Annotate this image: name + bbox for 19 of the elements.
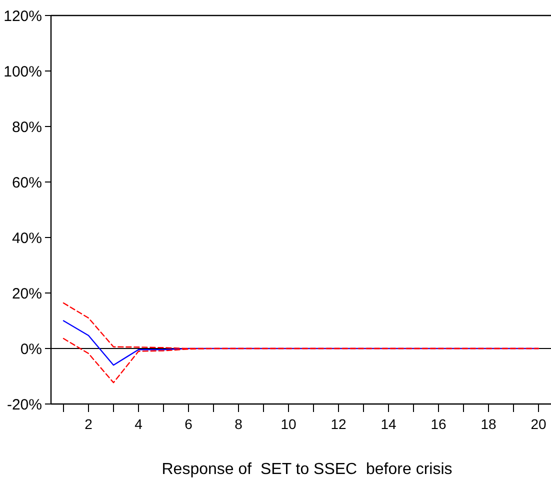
y-tick-label: 80%	[12, 118, 42, 136]
y-tick-label: 0%	[20, 340, 42, 358]
y-tick-label: 40%	[12, 230, 42, 247]
y-tick-label: 120%	[4, 8, 42, 25]
x-tick-label: 20	[530, 416, 546, 432]
x-tick-label: 12	[330, 416, 346, 432]
x-tick-label: 2	[84, 416, 93, 432]
x-tick-label: 18	[480, 416, 496, 432]
x-tick-label: 14	[380, 416, 396, 432]
y-tick-label: 60%	[12, 174, 42, 192]
x-tick-label: 10	[280, 416, 296, 432]
y-tick-label: 100%	[4, 63, 42, 80]
x-tick-label: 8	[234, 416, 243, 432]
y-tick-label: -20%	[6, 396, 42, 414]
text: Response of SET to SSEC before crisis	[162, 461, 452, 478]
x-tick-label: 4	[134, 416, 143, 432]
x-tick-label: 16	[430, 416, 446, 432]
y-tick-label: 20%	[12, 285, 42, 302]
x-tick-label: 6	[184, 416, 193, 432]
